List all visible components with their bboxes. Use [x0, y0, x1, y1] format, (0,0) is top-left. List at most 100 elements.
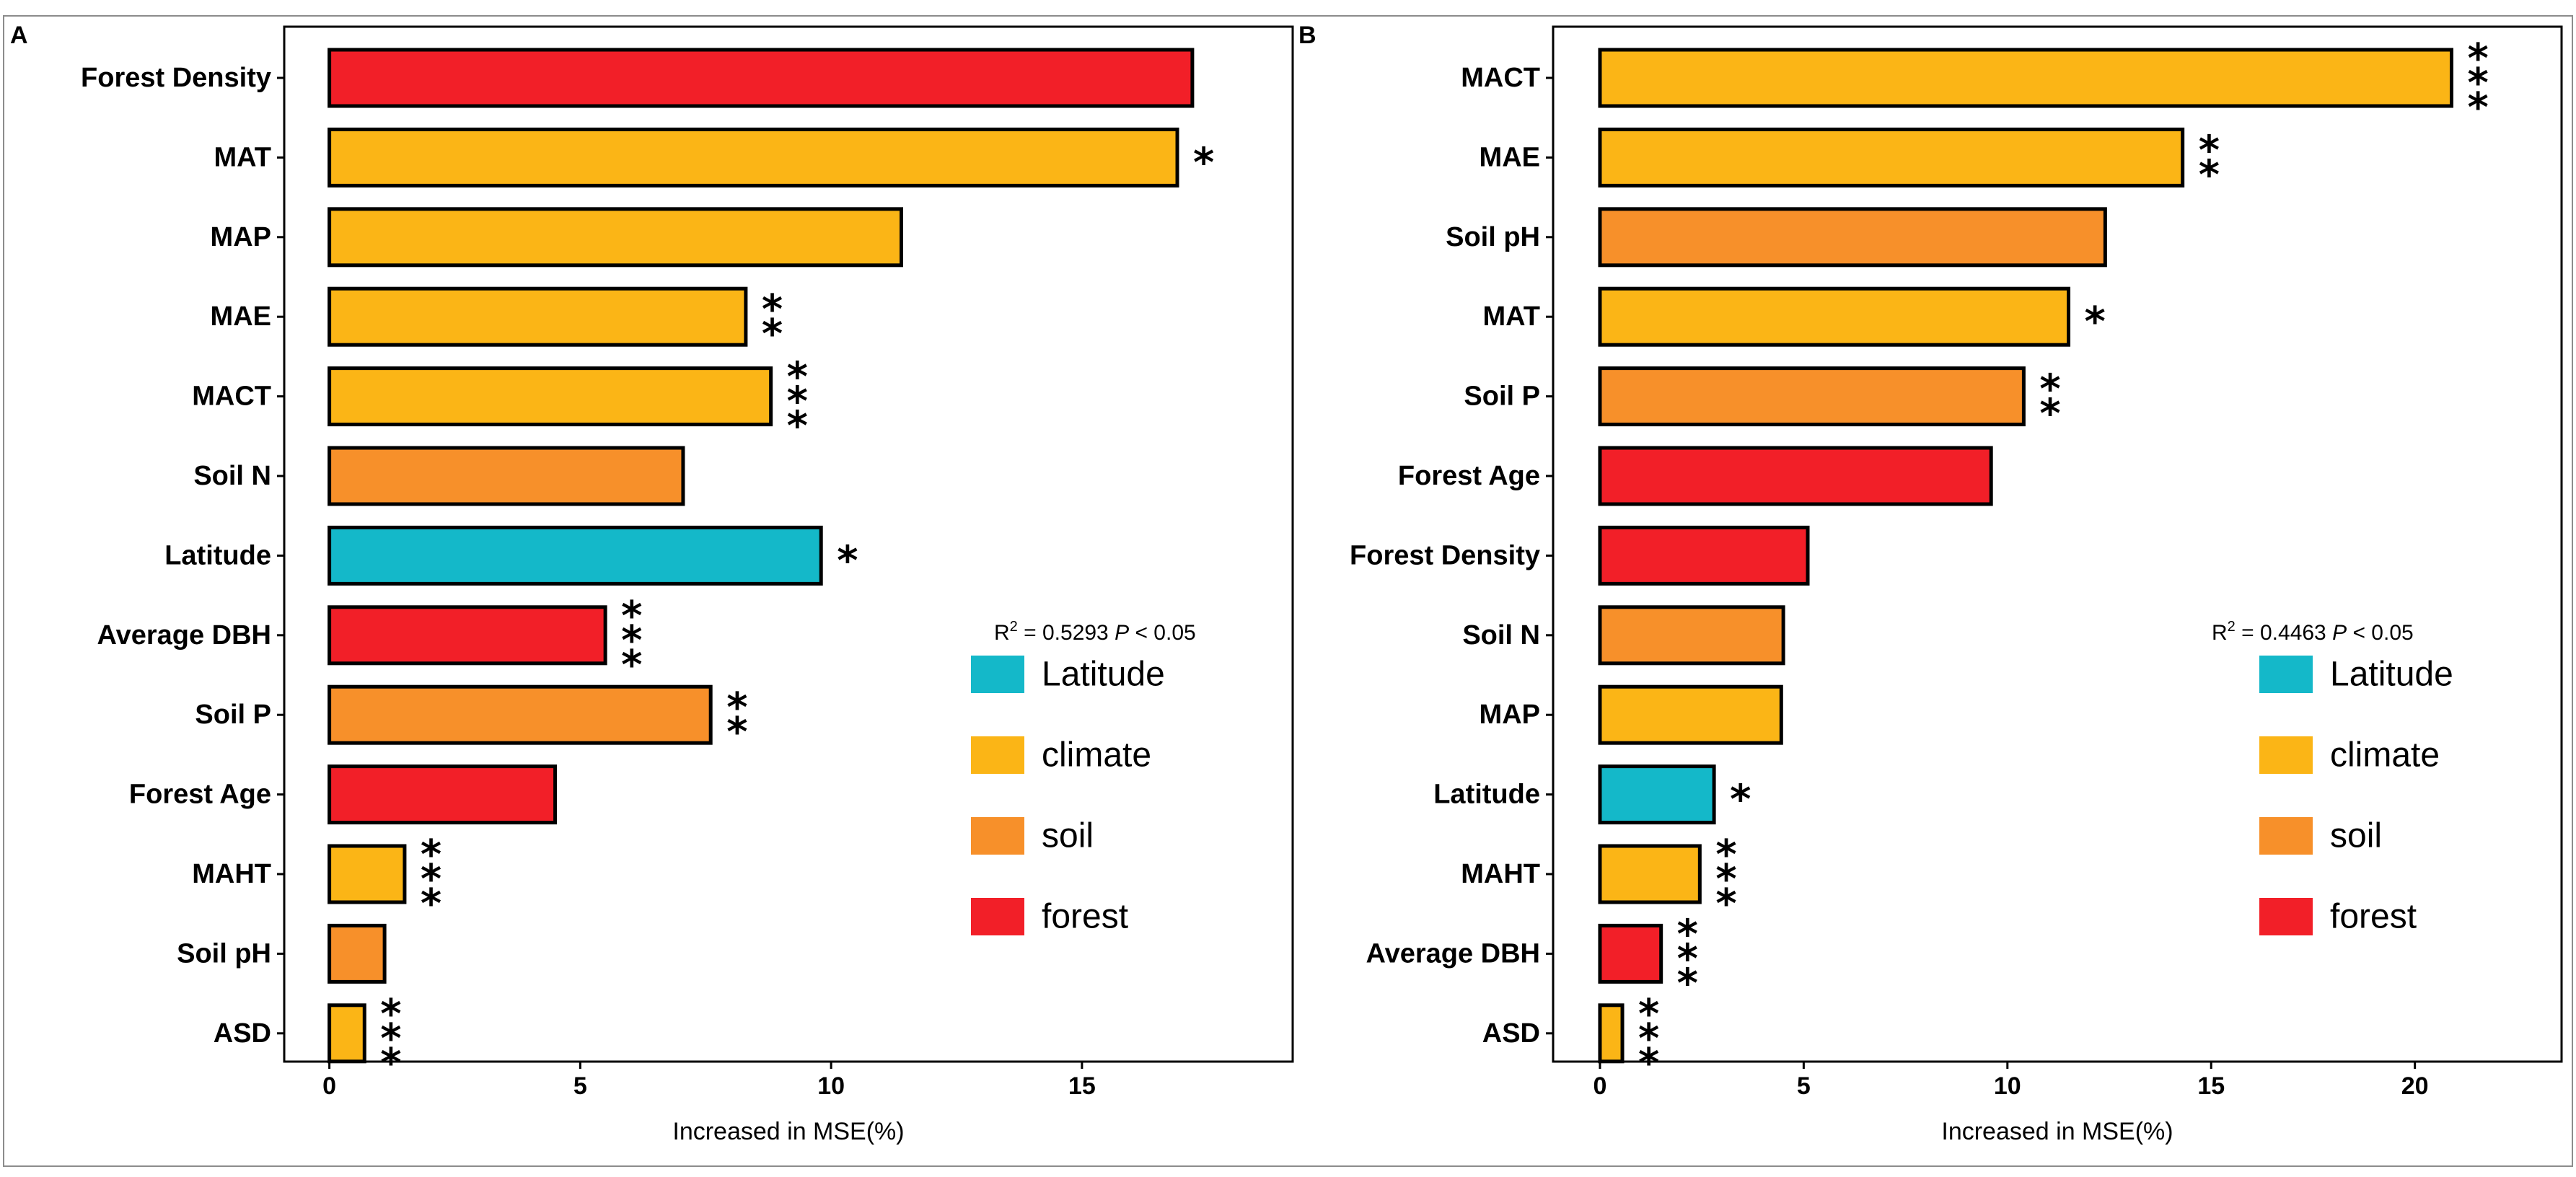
- category-label: Soil pH: [1446, 222, 1540, 252]
- significance-stars: * *: [762, 286, 783, 358]
- significance-stars: * *: [726, 684, 747, 756]
- bar-map: [328, 207, 903, 268]
- bar-forest-density: [1598, 525, 1810, 586]
- figure-frame: [3, 15, 2573, 1167]
- legend-label-soil: soil: [1042, 817, 1094, 855]
- category-label: Latitude: [164, 540, 271, 570]
- x-tick-label: 10: [1994, 1072, 2021, 1100]
- bar-forest-age: [1598, 446, 1993, 506]
- category-label: Forest Age: [1398, 461, 1540, 491]
- category-label: MAHT: [1461, 859, 1540, 889]
- bar-asd: [328, 1003, 366, 1064]
- category-label: Average DBH: [1366, 938, 1540, 969]
- model-statistic: R2 = 0.5293 P < 0.05: [994, 619, 1196, 645]
- category-label: Average DBH: [97, 620, 271, 651]
- legend-swatch-forest: [2259, 898, 2313, 935]
- bar-mact: [328, 366, 773, 427]
- category-label: Forest Density: [81, 63, 271, 93]
- category-label: MAP: [1480, 700, 1540, 730]
- category-label: MACT: [1461, 63, 1540, 93]
- category-label: Soil N: [193, 461, 271, 491]
- bar-soil-p: [1598, 366, 2026, 427]
- significance-stars: * * *: [787, 354, 808, 450]
- category-label: Latitude: [1433, 780, 1540, 810]
- significance-stars: *: [1193, 139, 1214, 186]
- significance-stars: * * *: [1715, 832, 1736, 927]
- bar-maht: [1598, 844, 1702, 904]
- legend-swatch-latitude: [971, 656, 1024, 693]
- legend-label-climate: climate: [2330, 736, 2440, 775]
- x-axis-title: Increased in MSE(%): [672, 1118, 904, 1145]
- legend-swatch-soil: [2259, 817, 2313, 855]
- legend-swatch-latitude: [2259, 656, 2313, 693]
- bar-soil-n: [1598, 605, 1785, 666]
- category-label: MAE: [1480, 142, 1540, 172]
- category-label: ASD: [1482, 1018, 1540, 1049]
- bar-mat: [328, 127, 1179, 188]
- significance-stars: * *: [2199, 127, 2220, 198]
- panel-label: B: [1298, 22, 1316, 49]
- legend-label-forest: forest: [2330, 898, 2417, 936]
- legend-label-soil: soil: [2330, 817, 2382, 855]
- category-label: MAT: [1483, 301, 1541, 332]
- bar-mae: [328, 286, 748, 347]
- bar-mact: [1598, 48, 2453, 108]
- significance-stars: * *: [2039, 366, 2060, 438]
- legend-swatch-climate: [971, 736, 1024, 774]
- category-label: Soil pH: [177, 938, 271, 969]
- x-tick-label: 10: [817, 1072, 845, 1100]
- legend-label-climate: climate: [1042, 736, 1151, 775]
- significance-stars: * * *: [1638, 991, 1659, 1087]
- bar-latitude: [1598, 764, 1716, 825]
- model-statistic: R2 = 0.4463 P < 0.05: [2212, 619, 2414, 645]
- legend-swatch-climate: [2259, 736, 2313, 774]
- bar-average-dbh: [328, 605, 607, 666]
- panel-b: B MACT * * * MAE * * Soil pH MAT * Soil P * * Forest A…: [1298, 22, 2563, 1145]
- panel-label: A: [10, 22, 28, 49]
- bar-asd: [1598, 1003, 1625, 1064]
- category-label: Soil N: [1462, 620, 1540, 651]
- legend-label-latitude: Latitude: [1042, 656, 1165, 694]
- bar-soil-ph: [328, 923, 387, 984]
- x-axis-title: Increased in MSE(%): [1941, 1118, 2173, 1145]
- legend-swatch-soil: [971, 817, 1024, 855]
- bar-mae: [1598, 127, 2185, 188]
- bar-soil-n: [328, 446, 685, 506]
- x-tick-label: 5: [1797, 1072, 1811, 1100]
- category-label: MAE: [211, 301, 271, 332]
- legend-swatch-forest: [971, 898, 1024, 935]
- x-tick-label: 0: [1593, 1072, 1606, 1100]
- category-label: MAHT: [192, 859, 271, 889]
- bar-latitude: [328, 525, 823, 586]
- category-label: ASD: [214, 1018, 271, 1049]
- bar-map: [1598, 684, 1783, 745]
- legend-label-forest: forest: [1042, 898, 1128, 936]
- x-tick-label: 0: [322, 1072, 336, 1100]
- bar-soil-p: [328, 684, 713, 745]
- significance-stars: *: [837, 537, 858, 584]
- x-tick-label: 15: [1068, 1072, 1096, 1100]
- significance-stars: *: [2085, 299, 2106, 345]
- significance-stars: * * *: [380, 991, 401, 1087]
- bar-forest-density: [328, 48, 1195, 108]
- significance-stars: * * *: [421, 832, 441, 927]
- category-label: MACT: [192, 382, 271, 412]
- category-label: MAP: [211, 222, 271, 252]
- legend-label-latitude: Latitude: [2330, 656, 2453, 694]
- bar-maht: [328, 844, 407, 904]
- bar-soil-ph: [1598, 207, 2107, 268]
- significance-stars: *: [1730, 777, 1751, 824]
- bar-mat: [1598, 286, 2071, 347]
- category-label: Soil P: [1464, 382, 1540, 412]
- bar-forest-age: [328, 764, 558, 825]
- category-label: MAT: [214, 142, 272, 172]
- significance-stars: * * *: [2467, 35, 2488, 131]
- bar-average-dbh: [1598, 923, 1663, 984]
- category-label: Soil P: [195, 700, 271, 730]
- x-tick-label: 5: [573, 1072, 587, 1100]
- significance-stars: * * *: [621, 593, 642, 689]
- significance-stars: * * *: [1677, 911, 1698, 1007]
- x-tick-label: 15: [2197, 1072, 2225, 1100]
